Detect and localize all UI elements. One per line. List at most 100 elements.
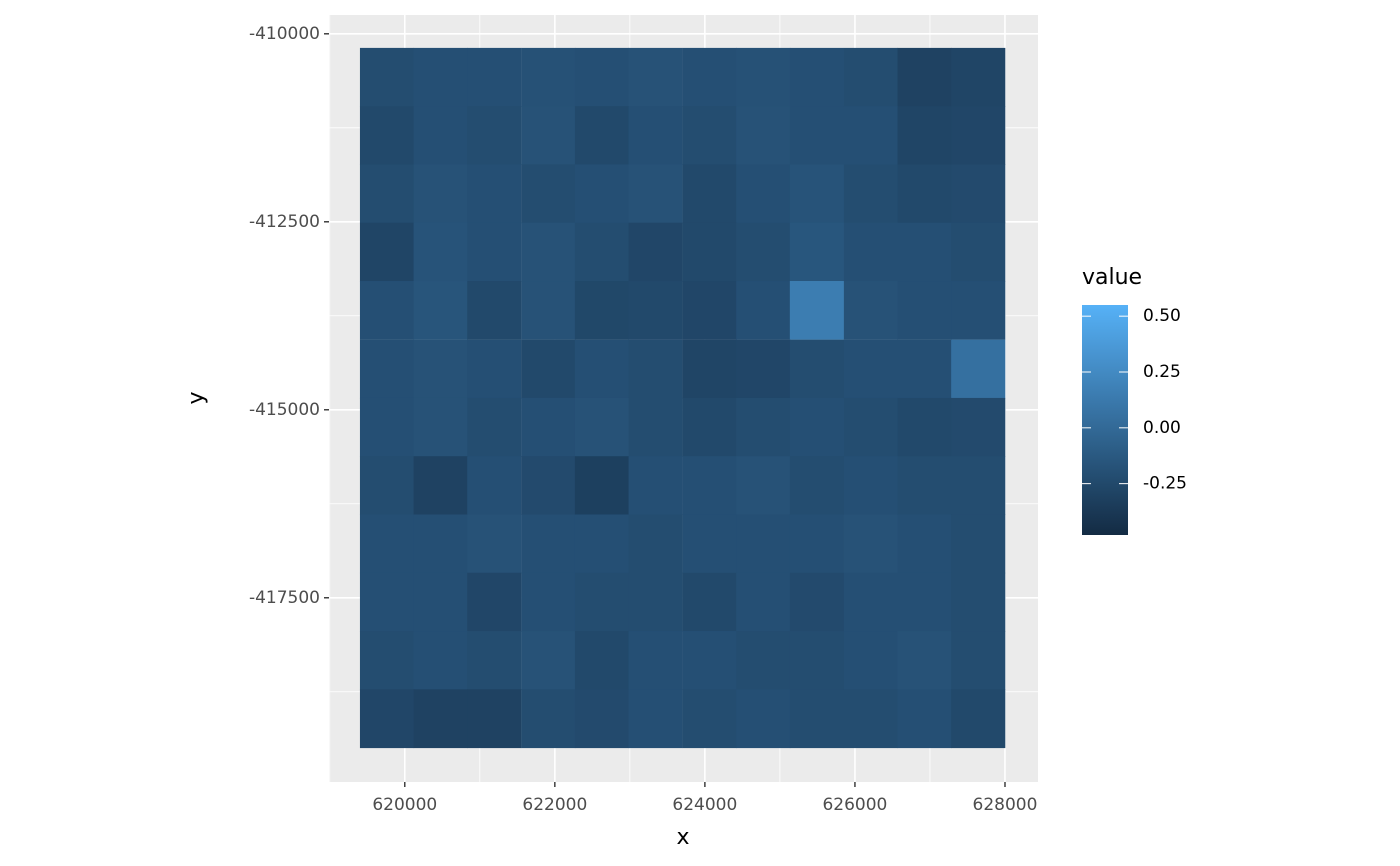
raster-cell [736, 631, 791, 690]
raster-cell [789, 222, 844, 282]
raster-cell [897, 47, 952, 107]
raster-cell [682, 106, 737, 165]
raster-cell [736, 47, 791, 107]
raster-cell [897, 339, 952, 399]
raster-cell [843, 164, 899, 224]
legend-tick-label: 0.50 [1143, 306, 1181, 326]
raster-cell [467, 47, 522, 107]
raster-cell [843, 456, 899, 515]
x-tick-label: 620000 [372, 795, 437, 815]
raster-cell [897, 397, 952, 457]
raster-cell [467, 456, 522, 515]
raster-cell [897, 631, 952, 690]
y-tick-label: -417500 [249, 588, 320, 608]
raster-cell [682, 339, 737, 399]
raster-cell [951, 631, 1006, 690]
legend-colorbar [1082, 305, 1128, 535]
raster-cell [682, 514, 737, 574]
raster-cell [413, 689, 468, 749]
raster-cell [413, 397, 468, 457]
raster-cell [628, 456, 683, 515]
raster-cell [843, 47, 899, 107]
raster-cell [789, 397, 844, 457]
raster-cell [359, 514, 415, 574]
raster-cell [736, 514, 791, 574]
raster-cell [467, 397, 522, 457]
raster-cell [951, 397, 1006, 457]
raster-cell [789, 572, 844, 632]
x-axis-title: x [676, 825, 689, 850]
raster-cell [843, 397, 899, 457]
raster-cell [574, 514, 630, 574]
raster-cell [897, 222, 952, 282]
raster-cell [521, 689, 576, 749]
raster-cell [789, 106, 844, 165]
raster-cell [521, 339, 576, 399]
raster-cell [897, 281, 952, 340]
raster-cell [897, 164, 952, 224]
raster-cell [628, 164, 683, 224]
raster-cell [736, 397, 791, 457]
raster-cell [843, 222, 899, 282]
raster-cell [467, 164, 522, 224]
raster-cell [736, 106, 791, 165]
raster-cell [467, 106, 522, 165]
raster-cell [359, 47, 415, 107]
raster-cell [574, 281, 630, 340]
raster-cell [413, 514, 468, 574]
raster-cell [736, 164, 791, 224]
raster-cell [413, 281, 468, 340]
raster-cell [628, 339, 683, 399]
raster-cell [521, 631, 576, 690]
raster-cell [951, 164, 1006, 224]
raster-cell [682, 631, 737, 690]
raster-cell [628, 514, 683, 574]
raster-cell [843, 339, 899, 399]
raster-cell [951, 222, 1006, 282]
raster-cell [736, 689, 791, 749]
raster-cell [521, 164, 576, 224]
raster-cell [897, 572, 952, 632]
raster-cell [897, 689, 952, 749]
raster-cell [521, 47, 576, 107]
raster-cell [628, 47, 683, 107]
raster-cell [521, 397, 576, 457]
raster-cell [789, 47, 844, 107]
x-tick-label: 628000 [973, 795, 1038, 815]
x-tick-label: 626000 [822, 795, 887, 815]
raster-cell [682, 572, 737, 632]
raster-cell [413, 572, 468, 632]
raster-cell [682, 281, 737, 340]
legend-tick-label: 0.00 [1143, 418, 1181, 438]
raster-cell [897, 456, 952, 515]
x-tick-label: 622000 [522, 795, 587, 815]
raster-cell [843, 572, 899, 632]
raster-cell [789, 631, 844, 690]
raster-cell [789, 339, 844, 399]
raster-cell [951, 281, 1006, 340]
raster-cell [359, 631, 415, 690]
raster-cell [521, 572, 576, 632]
raster-cell [951, 47, 1006, 107]
raster-cell [736, 572, 791, 632]
raster-cell [467, 222, 522, 282]
raster-cell [574, 222, 630, 282]
y-tick-label: -415000 [249, 400, 320, 420]
raster-cell [574, 339, 630, 399]
legend-title: value [1082, 265, 1142, 290]
raster-cell [467, 689, 522, 749]
raster-cell [897, 514, 952, 574]
raster-cell [843, 514, 899, 574]
raster-cell [897, 106, 952, 165]
raster-cell [359, 456, 415, 515]
raster-cell [574, 689, 630, 749]
raster-cell [628, 281, 683, 340]
raster-cell [789, 281, 844, 340]
raster-cell [359, 222, 415, 282]
raster-cell [359, 281, 415, 340]
raster-cell [574, 456, 630, 515]
y-tick-label: -410000 [249, 24, 320, 44]
raster-cell [789, 164, 844, 224]
raster-cell [413, 106, 468, 165]
